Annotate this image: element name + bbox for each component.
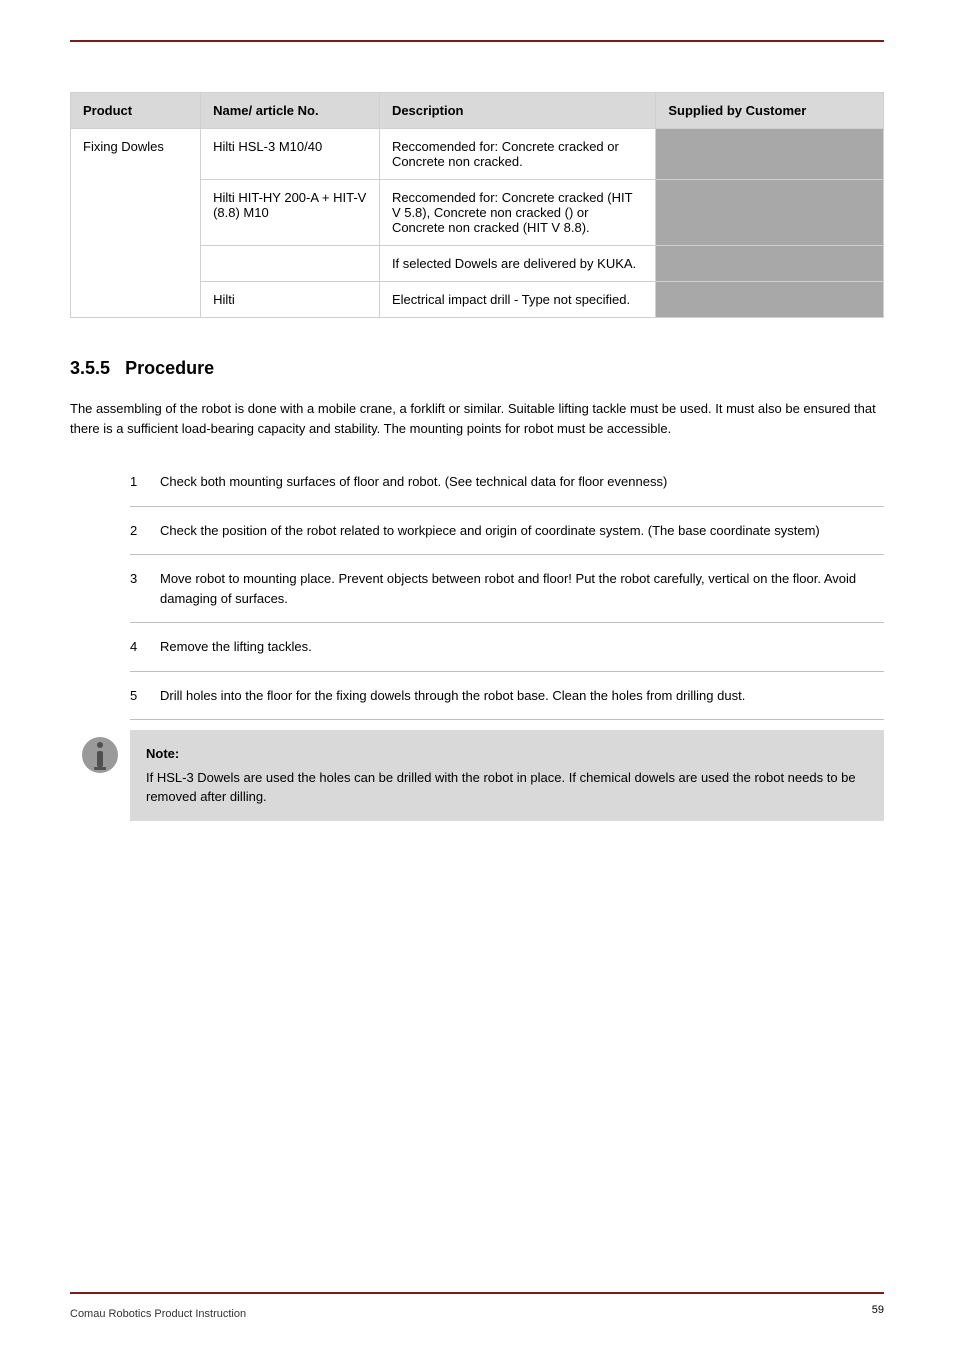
step-item: 3 Move robot to mounting place. Prevent …	[130, 554, 884, 622]
step-text: Check both mounting surfaces of floor an…	[160, 472, 884, 492]
cell-name	[201, 246, 380, 282]
note-title: Note:	[146, 744, 868, 764]
section-heading: 3.5.5 Procedure	[70, 358, 884, 379]
th-supplied: Supplied by Customer	[656, 93, 884, 129]
page-container: Product Name/ article No. Description Su…	[0, 0, 954, 1352]
cell-desc: If selected Dowels are delivered by KUKA…	[379, 246, 655, 282]
step-item: 5 Drill holes into the floor for the fix…	[130, 671, 884, 721]
step-text: Drill holes into the floor for the fixin…	[160, 686, 884, 706]
intro-paragraph: The assembling of the robot is done with…	[70, 399, 884, 438]
step-text: Remove the lifting tackles.	[160, 637, 884, 657]
section-number: 3.5.5	[70, 358, 110, 378]
step-number: 4	[130, 637, 160, 657]
cell-name: Hilti HIT-HY 200-A + HIT-V (8.8) M10	[201, 180, 380, 246]
cell-name: Hilti	[201, 282, 380, 318]
section-title: Procedure	[125, 358, 214, 378]
footer-page-number: 59	[872, 1304, 884, 1316]
th-name: Name/ article No.	[201, 93, 380, 129]
cell-product: Fixing Dowles	[71, 129, 201, 318]
info-icon	[80, 735, 120, 775]
steps-list: 1 Check both mounting surfaces of floor …	[130, 458, 884, 720]
note-box: Note: If HSL-3 Dowels are used the holes…	[130, 730, 884, 821]
step-number: 5	[130, 686, 160, 706]
table-header-row: Product Name/ article No. Description Su…	[71, 93, 884, 129]
step-text: Check the position of the robot related …	[160, 521, 884, 541]
cell-supplied	[656, 282, 884, 318]
step-number: 3	[130, 569, 160, 608]
note-block: Note: If HSL-3 Dowels are used the holes…	[80, 730, 884, 821]
step-item: 4 Remove the lifting tackles.	[130, 622, 884, 671]
step-text: Move robot to mounting place. Prevent ob…	[160, 569, 884, 608]
top-rule	[70, 40, 884, 42]
step-number: 2	[130, 521, 160, 541]
page-footer: Comau Robotics Product Instruction 59	[70, 1292, 884, 1322]
cell-desc: Reccomended for: Concrete cracked (HIT V…	[379, 180, 655, 246]
step-item: 1 Check both mounting surfaces of floor …	[130, 458, 884, 506]
bottom-rule	[70, 1292, 884, 1294]
step-item: 2 Check the position of the robot relate…	[130, 506, 884, 555]
table-row: Fixing Dowles Hilti HSL-3 M10/40 Reccome…	[71, 129, 884, 180]
cell-supplied	[656, 246, 884, 282]
th-product: Product	[71, 93, 201, 129]
cell-desc: Electrical impact drill - Type not speci…	[379, 282, 655, 318]
footer-left: Comau Robotics Product Instruction	[70, 1308, 246, 1320]
step-number: 1	[130, 472, 160, 492]
cell-supplied	[656, 180, 884, 246]
cell-desc: Reccomended for: Concrete cracked or Con…	[379, 129, 655, 180]
cell-supplied	[656, 129, 884, 180]
cell-name: Hilti HSL-3 M10/40	[201, 129, 380, 180]
th-description: Description	[379, 93, 655, 129]
note-body: If HSL-3 Dowels are used the holes can b…	[146, 768, 868, 807]
parts-table: Product Name/ article No. Description Su…	[70, 92, 884, 318]
